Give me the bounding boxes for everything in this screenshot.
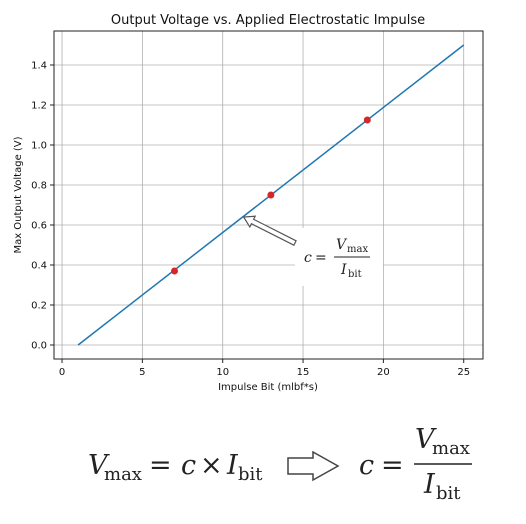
annotation-numerator-sub: max xyxy=(347,244,368,255)
annotation-denominator-sub: bit xyxy=(348,269,362,280)
y-tick-label: 0.2 xyxy=(31,301,47,312)
eq-result-c: c xyxy=(359,450,374,481)
y-tick-label: 1.2 xyxy=(31,101,47,112)
x-tick-label: 10 xyxy=(216,367,229,378)
annotation: c = V max I bit xyxy=(242,215,383,286)
y-tick-label: 0.8 xyxy=(31,181,47,192)
data-point xyxy=(363,116,371,124)
y-tick-label: 0.6 xyxy=(31,221,47,232)
x-tick-label: 5 xyxy=(139,367,145,378)
eq-result-den: I xyxy=(423,469,436,500)
annotation-arrow-icon xyxy=(242,215,297,247)
plot-series xyxy=(77,44,465,346)
y-tick-label: 1.0 xyxy=(31,141,47,152)
y-tick-label: 0.0 xyxy=(31,341,47,352)
x-tick-label: 0 xyxy=(59,367,65,378)
eq-rhs-var: I xyxy=(226,450,239,481)
eq-lhs-var: V xyxy=(88,450,110,481)
y-tick-label: 0.4 xyxy=(31,261,47,272)
annotation-numerator: V xyxy=(336,237,348,253)
x-tick-label: 25 xyxy=(457,367,470,378)
x-tick-label: 20 xyxy=(377,367,390,378)
y-axis-label: Max Output Voltage (V) xyxy=(13,136,24,253)
data-point xyxy=(267,191,275,199)
eq-result-den-sub: bit xyxy=(436,483,461,504)
axis-ticks: 0 5 10 15 20 25 0.0 0.2 0.4 0.6 0.8 1.0 1.2 1.4 xyxy=(31,61,470,379)
eq-result-num-sub: max xyxy=(432,438,470,459)
voltage-impulse-chart: Output Voltage vs. Applied Electrostatic… xyxy=(13,13,484,393)
x-axis-label: Impulse Bit (mlbf*s) xyxy=(218,382,318,393)
grid-lines xyxy=(54,31,483,359)
annotation-denominator: I xyxy=(340,262,347,278)
eq-lhs-sub: max xyxy=(104,464,142,485)
annotation-equals: = xyxy=(315,250,327,266)
eq-c: c xyxy=(181,450,196,481)
bottom-equation: V max = c × I bit c = V max I bit xyxy=(88,424,472,504)
y-tick-label: 1.4 xyxy=(31,61,47,72)
implies-arrow-icon xyxy=(287,450,340,482)
chart-title: Output Voltage vs. Applied Electrostatic… xyxy=(111,13,425,28)
eq-result-equals: = xyxy=(381,450,404,481)
eq-result-num: V xyxy=(415,424,437,455)
eq-equals: = xyxy=(149,450,172,481)
plot-frame xyxy=(53,30,484,360)
x-tick-label: 15 xyxy=(297,367,310,378)
eq-times: × xyxy=(200,450,223,481)
data-point xyxy=(171,267,179,275)
eq-rhs-sub: bit xyxy=(238,464,263,485)
annotation-c: c xyxy=(304,250,312,266)
